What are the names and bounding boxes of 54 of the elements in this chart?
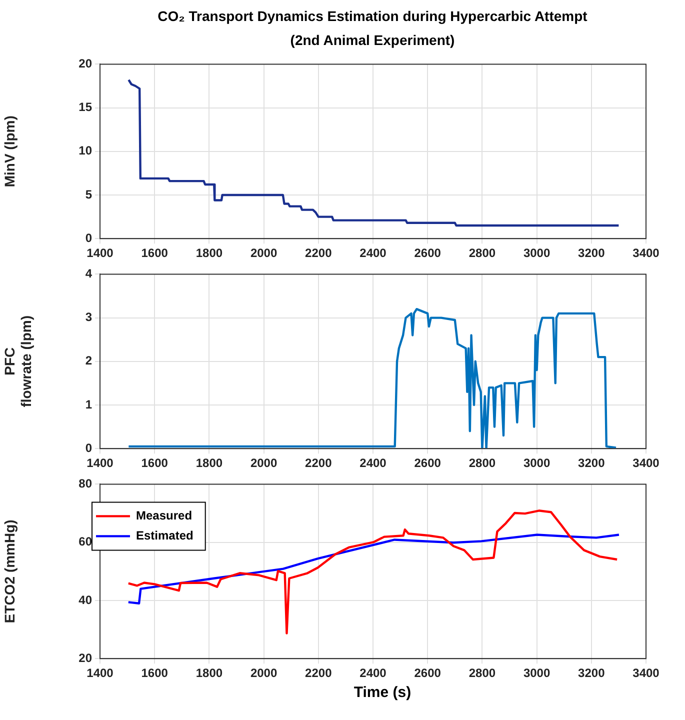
x-tick-label: 3000 bbox=[523, 666, 550, 680]
x-tick-label: 2000 bbox=[250, 456, 278, 470]
y-tick-label: 0 bbox=[85, 440, 92, 455]
legend-label: Measured bbox=[136, 508, 192, 523]
x-tick-label: 2800 bbox=[468, 456, 496, 470]
x-tick-label: 3200 bbox=[578, 456, 606, 470]
y-tick-label: 5 bbox=[85, 187, 92, 202]
legend-label: Estimated bbox=[136, 528, 194, 543]
x-tick-label: 1600 bbox=[141, 246, 168, 260]
y-axis-title: PFC flowrate (lpm) bbox=[1, 316, 34, 408]
y-tick-label: 20 bbox=[78, 56, 92, 71]
x-tick-label: 1400 bbox=[86, 666, 114, 680]
y-tick-label: 80 bbox=[78, 476, 92, 491]
y-tick-label: 2 bbox=[85, 354, 92, 368]
y-tick-label: 1 bbox=[85, 397, 92, 412]
x-tick-label: 2800 bbox=[468, 666, 496, 680]
x-tick-label: 2600 bbox=[414, 456, 442, 470]
x-tick-label: 1800 bbox=[196, 246, 223, 260]
x-tick-label: 1400 bbox=[86, 456, 114, 470]
y-axis-title: ETCO2 (mmHg) bbox=[1, 520, 18, 624]
x-tick-label: 2000 bbox=[250, 666, 278, 680]
x-tick-label: 3200 bbox=[578, 246, 606, 260]
x-tick-label: 2200 bbox=[305, 456, 332, 470]
y-tick-label: 3 bbox=[85, 310, 92, 324]
x-tick-label: 2400 bbox=[360, 666, 387, 680]
chart-title: CO₂ Transport Dynamics Estimation during Hypercarbic Attempt (2nd Animal Experiment) bbox=[156, 7, 588, 50]
x-axis-title: Time (s) bbox=[352, 684, 412, 703]
x-tick-label: 3200 bbox=[578, 666, 606, 680]
x-tick-label: 1600 bbox=[141, 456, 168, 470]
x-tick-label: 2000 bbox=[250, 246, 278, 260]
x-tick-label: 1600 bbox=[141, 666, 168, 680]
x-tick-label: 3400 bbox=[632, 666, 660, 680]
x-tick-label: 2200 bbox=[305, 246, 332, 260]
x-tick-label: 1800 bbox=[196, 666, 223, 680]
x-tick-label: 3400 bbox=[632, 456, 660, 470]
x-tick-label: 2400 bbox=[360, 246, 387, 260]
x-tick-label: 2200 bbox=[305, 666, 332, 680]
x-tick-label: 2600 bbox=[414, 246, 442, 260]
y-tick-label: 15 bbox=[78, 100, 92, 114]
x-tick-label: 1800 bbox=[196, 456, 223, 470]
x-tick-label: 1400 bbox=[86, 246, 114, 260]
y-tick-label: 60 bbox=[78, 534, 92, 549]
y-tick-label: 20 bbox=[78, 650, 92, 665]
y-tick-label: 40 bbox=[78, 592, 92, 607]
y-tick-label: 4 bbox=[85, 266, 92, 281]
x-tick-label: 2400 bbox=[360, 456, 387, 470]
x-tick-label: 3400 bbox=[632, 246, 660, 260]
x-tick-label: 2800 bbox=[468, 246, 496, 260]
y-tick-label: 0 bbox=[85, 230, 92, 245]
x-tick-label: 2600 bbox=[414, 666, 442, 680]
x-tick-label: 3000 bbox=[523, 246, 550, 260]
x-tick-label: 3000 bbox=[523, 456, 550, 470]
y-axis-title: MinV (lpm) bbox=[1, 116, 18, 188]
y-tick-label: 10 bbox=[78, 144, 92, 158]
